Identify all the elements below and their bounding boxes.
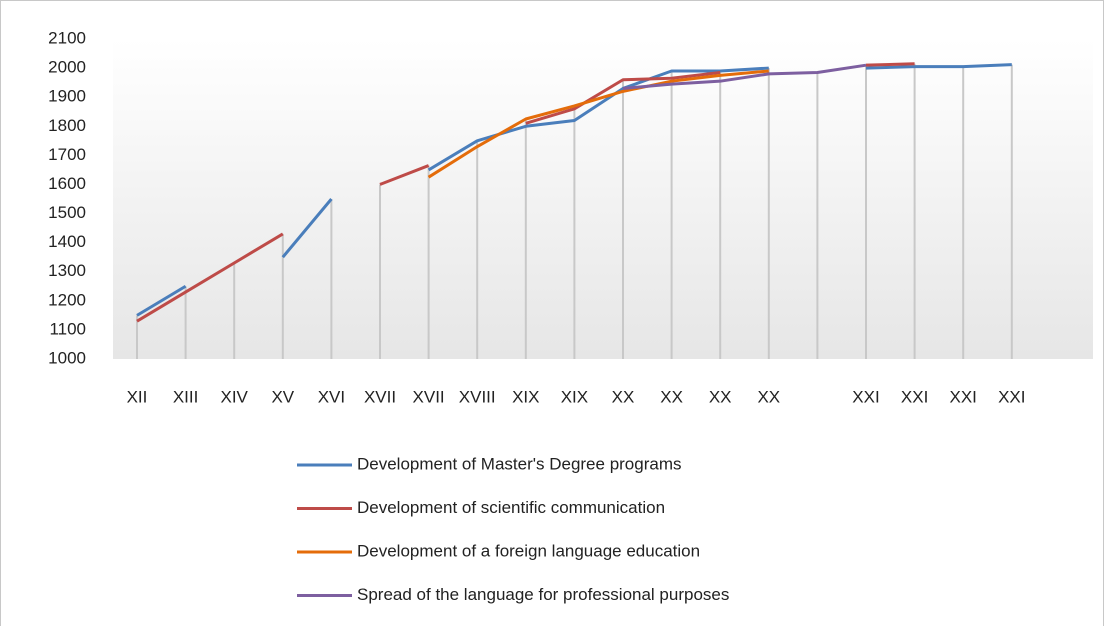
x-tick-label: XVII: [364, 387, 396, 406]
x-tick-label: XX: [709, 387, 732, 406]
x-tick-label: XXI: [901, 387, 928, 406]
x-tick-label: XVIII: [459, 387, 496, 406]
legend-label: Development of scientific communication: [357, 498, 665, 517]
series-line: [136, 63, 1012, 317]
legend-label: Development of a foreign language educat…: [357, 541, 700, 560]
x-tick-label: XXI: [949, 387, 976, 406]
x-tick-label: XIX: [512, 387, 539, 406]
x-tick-label: XXI: [998, 387, 1025, 406]
y-tick-label: 2100: [48, 28, 86, 47]
series-line: [622, 63, 867, 90]
x-tick-label: XVI: [318, 387, 345, 406]
y-tick-label: 1800: [48, 116, 86, 135]
plot-area: [113, 39, 1093, 359]
y-tick-label: 1500: [48, 203, 86, 222]
x-tick-label: XX: [757, 387, 780, 406]
series-line: [427, 69, 769, 179]
x-tick-label: XIV: [220, 387, 248, 406]
legend-label: Spread of the language for professional …: [357, 585, 729, 604]
x-tick-label: XIII: [173, 387, 199, 406]
x-tick-label: XXI: [852, 387, 879, 406]
y-tick-label: 1700: [48, 145, 86, 164]
x-tick-label: XVII: [413, 387, 445, 406]
y-tick-label: 1400: [48, 232, 86, 251]
y-tick-label: 1900: [48, 87, 86, 106]
x-tick-label: XV: [271, 387, 294, 406]
y-tick-label: 1000: [48, 348, 86, 367]
x-tick-label: XIX: [561, 387, 588, 406]
y-tick-label: 1200: [48, 290, 86, 309]
series-line: [136, 62, 915, 323]
y-tick-label: 1100: [49, 319, 86, 338]
legend-label: Development of Master's Degree programs: [357, 454, 682, 473]
y-tick-label: 1300: [48, 261, 86, 280]
y-tick-label: 2000: [48, 58, 86, 77]
y-tick-label: 1600: [48, 174, 86, 193]
x-tick-label: XII: [127, 387, 148, 406]
x-tick-label: XX: [660, 387, 683, 406]
x-tick-label: XX: [612, 387, 635, 406]
